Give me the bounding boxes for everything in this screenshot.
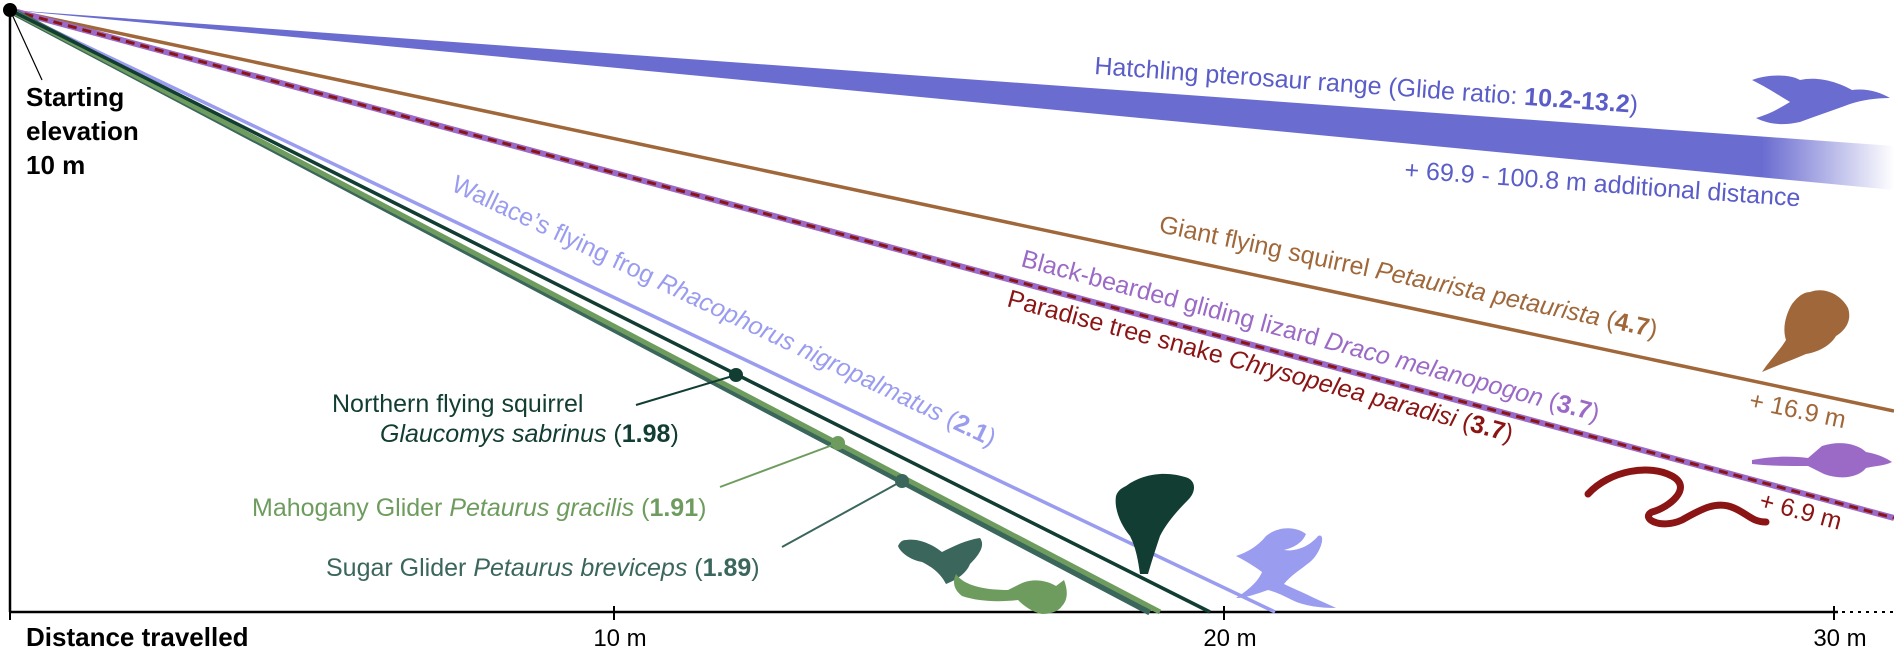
- leader-mahogany: [719, 442, 839, 488]
- mahogany-scientific: Petaurus gracilis: [449, 494, 634, 522]
- northern-squirrel-common: Northern flying squirrel: [332, 390, 584, 418]
- northern-squirrel-silhouette-icon: [1115, 473, 1194, 574]
- leader-dot-northern-squirrel: [729, 368, 743, 382]
- giant-squirrel-silhouette-icon: [1762, 290, 1850, 372]
- leader-northern-squirrel: [635, 374, 737, 406]
- giant-squirrel-ratio: 4.7: [1612, 307, 1652, 342]
- pterosaur-ratio-prefix: (Glide ratio:: [1387, 73, 1525, 111]
- pterosaur-silhouette-icon: [1752, 75, 1890, 125]
- mahogany-common: Mahogany Glider: [252, 494, 442, 522]
- x-axis-label: Distance travelled: [26, 622, 249, 652]
- pterosaur-ratio-value: 10.2-13.2: [1523, 83, 1630, 118]
- leaders: [635, 368, 909, 548]
- northern-squirrel-scientific: Glaucomys sabrinus: [380, 420, 606, 448]
- start-label-line-3: 10 m: [26, 150, 85, 180]
- series-line-snake: [9, 8, 1894, 520]
- sugar-glider-silhouette-icon: [898, 538, 983, 584]
- series-line-northern-squirrel: [9, 8, 1211, 614]
- series-label-mahogany: Mahogany Glider Petaurus gracilis (1.91): [252, 494, 706, 522]
- series-band-pterosaur: [10, 10, 1894, 190]
- mahogany-glider-silhouette-icon: [954, 574, 1067, 614]
- sugar-ratio-close: ): [751, 554, 759, 582]
- mahogany-ratio-close: ): [698, 494, 706, 522]
- sugar-scientific: Petaurus breviceps: [473, 554, 687, 582]
- leader-sugar: [781, 480, 903, 548]
- giant-squirrel-note: + 16.9 m: [1747, 386, 1849, 434]
- axes: [8, 10, 1894, 614]
- x-tick-label: 30 m: [1813, 625, 1866, 652]
- frog-silhouette-icon: [1236, 528, 1336, 608]
- northern-squirrel-ratio: 1.98: [622, 420, 671, 448]
- start-point-leader: [9, 9, 43, 81]
- start-label-line-1: Starting: [26, 82, 124, 112]
- x-tick-labels: 10 m 20 m 30 m: [593, 625, 1866, 652]
- leader-dot-mahogany: [831, 436, 845, 450]
- northern-squirrel-ratio-close: ): [670, 420, 678, 448]
- x-tick-label: 20 m: [1203, 625, 1256, 652]
- series-label-sugar: Sugar Glider Petaurus breviceps (1.89): [326, 554, 760, 582]
- leader-dot-sugar: [895, 474, 909, 488]
- series-line-mahogany: [8, 7, 1162, 615]
- sugar-ratio-open: (: [694, 554, 703, 582]
- giant-squirrel-scientific: Petaurista petaurista: [1373, 256, 1603, 331]
- x-tick-label: 10 m: [593, 625, 646, 652]
- giant-squirrel-common: Giant flying squirrel: [1157, 210, 1372, 282]
- x-ticks: [9, 606, 1835, 620]
- silhouettes: [898, 75, 1892, 614]
- mahogany-ratio: 1.91: [649, 494, 698, 522]
- frog-common: Wallace’s flying frog: [447, 170, 659, 290]
- start-label-line-2: elevation: [26, 116, 139, 146]
- series-line-frog: [9, 8, 1276, 614]
- series-line-giant-squirrel: [9, 8, 1894, 413]
- frog-scientific: Rhacophorus nigropalmatus: [653, 268, 947, 427]
- series-label-northern-squirrel: Northern flying squirrel Glaucomys sabri…: [332, 390, 679, 448]
- glide-lines: [8, 6, 1894, 616]
- sugar-ratio: 1.89: [703, 554, 752, 582]
- start-point-label: Starting elevation 10 m: [26, 82, 146, 180]
- pterosaur-ratio-suffix: ): [1629, 90, 1639, 119]
- snake-silhouette-icon: [1584, 466, 1770, 528]
- northern-squirrel-ratio-open: (: [606, 420, 622, 448]
- lizard-silhouette-icon: [1752, 443, 1892, 478]
- mahogany-ratio-open: (: [641, 494, 650, 522]
- sugar-common: Sugar Glider: [326, 554, 466, 582]
